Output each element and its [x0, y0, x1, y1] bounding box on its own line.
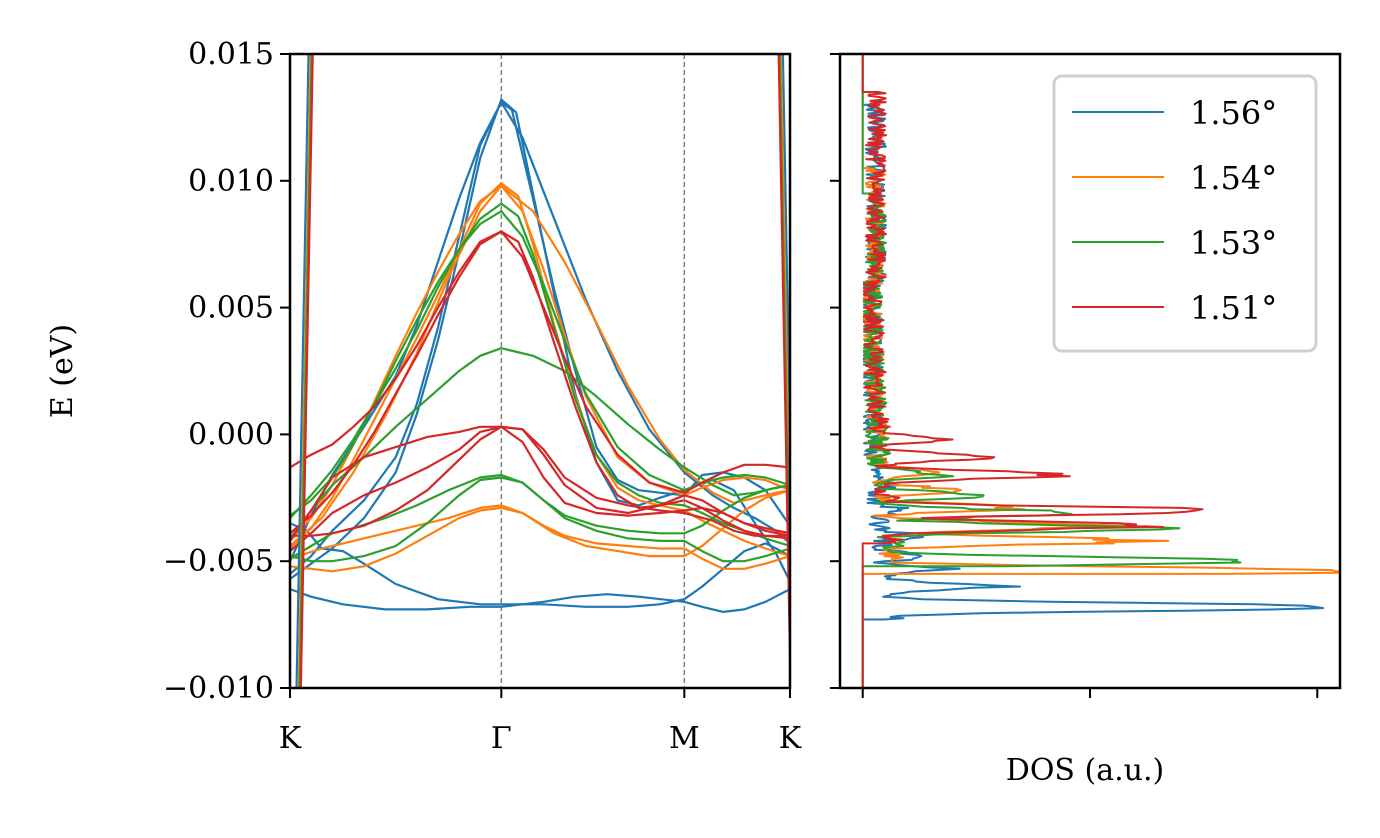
dos-curves	[861, 54, 1340, 688]
y-tick-label-0: −0.010	[163, 671, 274, 706]
band-line-3-1	[290, 230, 790, 494]
legend-label-1: 1.54°	[1190, 159, 1277, 197]
y-tick-label-1: −0.005	[163, 544, 274, 579]
y-tick-label-4: 0.010	[188, 164, 274, 199]
legend-box	[1052, 74, 1318, 353]
band-line-0-3	[290, 522, 790, 608]
y-axis-label: E (eV)	[45, 324, 80, 418]
band-line-1-4	[290, 506, 790, 573]
x-tick-label-2: M	[669, 721, 700, 756]
x-tick-label-1: Γ	[491, 721, 512, 756]
y-tick-label-2: 0.000	[188, 417, 274, 452]
band-structure-panel: −0.010 −0.005 0.000 0.005 0.010 0.015 K Γ M K	[163, 37, 802, 756]
steep-band-7	[777, 54, 790, 688]
legend-label-3: 1.51°	[1190, 289, 1277, 327]
legend: 1.56° 1.54° 1.53° 1.51°	[1052, 74, 1318, 353]
legend-label-2: 1.53°	[1190, 224, 1277, 262]
band-line-0-2	[290, 101, 790, 562]
band-line-2-1	[290, 210, 790, 517]
band-frame	[288, 52, 792, 690]
dos-panel: 1.56° 1.54° 1.53° 1.51°	[830, 52, 1342, 698]
band-line-2-2	[290, 347, 790, 540]
y-tick-label-5: 0.015	[188, 37, 274, 72]
dos-x-axis-label: DOS (a.u.)	[1006, 753, 1164, 788]
band-line-0-4	[290, 588, 790, 613]
band-line-2-4	[290, 476, 790, 563]
band-line-3-4	[290, 425, 790, 537]
legend-label-0: 1.56°	[1190, 94, 1277, 132]
y-tick-label-3: 0.005	[188, 291, 274, 326]
band-line-3-2	[290, 425, 790, 542]
band-curves	[290, 54, 790, 688]
steep-band-0	[295, 54, 310, 688]
x-tick-label-0: K	[279, 721, 302, 756]
band-line-1-3	[290, 489, 790, 560]
band-line-1-1	[290, 184, 790, 542]
band-line-1-2	[290, 184, 790, 547]
band-line-1-0	[290, 182, 790, 558]
band-line-0-1	[290, 101, 790, 575]
dos-line-3	[861, 54, 1204, 688]
band-line-3-3	[290, 425, 790, 552]
steep-band-6	[299, 54, 314, 688]
x-tick-label-3: K	[779, 721, 802, 756]
